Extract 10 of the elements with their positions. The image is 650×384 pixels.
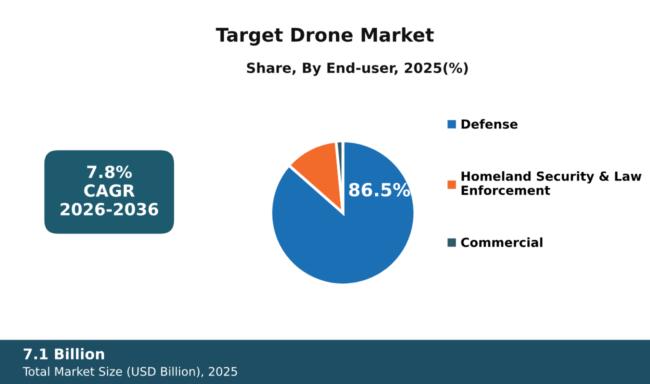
text: 7.8% CAGR 2026-2036 — [60, 166, 158, 216]
legend-label: Defense — [462, 119, 518, 129]
text: Total Market Size (USD Billion), 2025 — [22, 366, 238, 378]
data-label: 86.5% — [349, 182, 410, 197]
legend-label: Commercial — [461, 237, 542, 248]
chart-subtitle: Share, By End-user, 2025(%) — [247, 62, 468, 76]
pie-slice — [269, 140, 416, 286]
chart-title: Target Drone Market — [216, 27, 434, 46]
text: 7.1 Billion — [24, 348, 104, 360]
legend-label: Homeland Security & Law Enforcement — [462, 171, 642, 195]
